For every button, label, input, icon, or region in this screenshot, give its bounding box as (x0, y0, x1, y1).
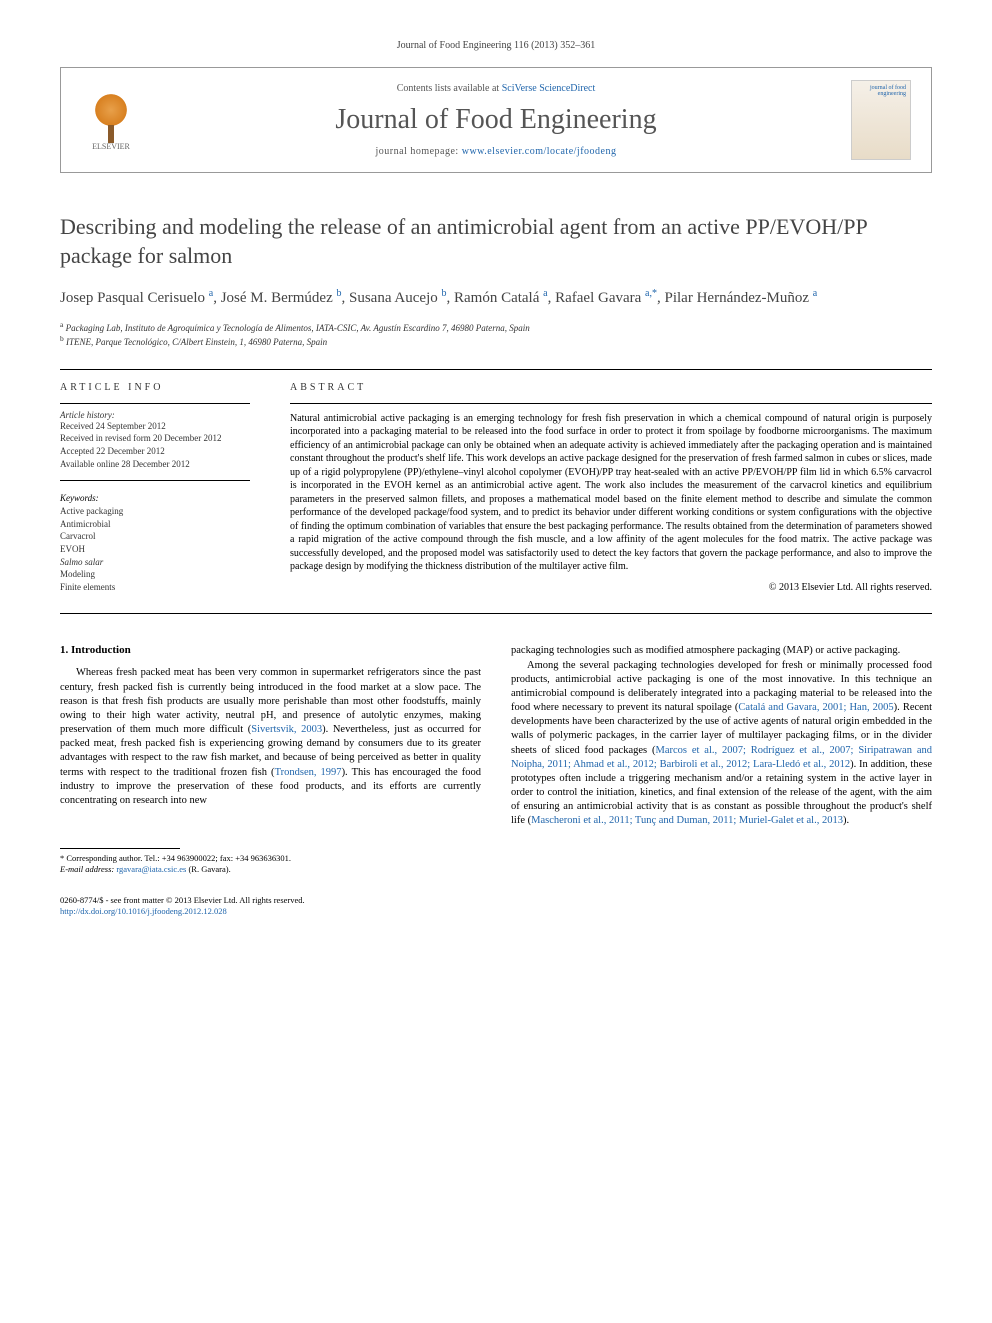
keyword: Modeling (60, 568, 260, 581)
divider-abstract (290, 403, 932, 404)
elsevier-logo: ELSEVIER (81, 85, 141, 155)
intro-para-1: Whereas fresh packed meat has been very … (60, 666, 481, 808)
masthead: ELSEVIER Contents lists available at Sci… (60, 67, 932, 173)
footnote-divider (60, 848, 180, 849)
journal-cover-thumbnail: journal of food engineering (851, 80, 911, 160)
email-suffix: (R. Gavara). (186, 864, 230, 874)
history-online: Available online 28 December 2012 (60, 458, 260, 471)
citation[interactable]: Marcos et al., 2007; Rodríguez et al., 2… (511, 745, 932, 770)
citation[interactable]: Mascheroni et al., 2011; Tunç and Duman,… (531, 815, 843, 826)
sciencedirect-link[interactable]: SciVerse ScienceDirect (502, 83, 596, 94)
article-title: Describing and modeling the release of a… (60, 213, 932, 270)
email-link[interactable]: rgavara@iata.csic.es (116, 864, 186, 874)
doi-prefix[interactable]: http://dx.doi.org/ (60, 906, 117, 916)
homepage-prefix: journal homepage: (376, 146, 462, 157)
keyword: Carvacrol (60, 530, 260, 543)
affiliation-a-text: Packaging Lab, Instituto de Agroquímica … (66, 323, 530, 333)
keyword: Salmo salar (60, 556, 260, 569)
abstract-text: Natural antimicrobial active packaging i… (290, 412, 932, 574)
intro-para-2: Among the several packaging technologies… (511, 659, 932, 829)
affiliation-b: b ITENE, Parque Tecnológico, C/Albert Ei… (60, 334, 932, 349)
body-columns: 1. Introduction Whereas fresh packed mea… (60, 644, 932, 917)
doi-line: http://dx.doi.org/10.1016/j.jfoodeng.201… (60, 906, 481, 917)
keyword: Antimicrobial (60, 518, 260, 531)
masthead-center: Contents lists available at SciVerse Sci… (141, 83, 851, 157)
divider-bottom (60, 613, 932, 614)
corresponding-author-footnote: * Corresponding author. Tel.: +34 963900… (60, 853, 481, 864)
contents-line: Contents lists available at SciVerse Sci… (141, 83, 851, 94)
homepage-link[interactable]: www.elsevier.com/locate/jfoodeng (462, 146, 617, 157)
abstract-label: ABSTRACT (290, 382, 932, 393)
authors-list: Josep Pasqual Cerisuelo a, José M. Bermú… (60, 286, 932, 310)
affiliations: a Packaging Lab, Instituto de Agroquímic… (60, 320, 932, 349)
article-info-label: ARTICLE INFO (60, 382, 260, 393)
keyword: Active packaging (60, 505, 260, 518)
footer-block: 0260-8774/$ - see front matter © 2013 El… (60, 895, 481, 917)
homepage-line: journal homepage: www.elsevier.com/locat… (141, 146, 851, 157)
history-label: Article history: (60, 410, 260, 420)
meta-row: ARTICLE INFO Article history: Received 2… (60, 382, 932, 594)
history-accepted: Accepted 22 December 2012 (60, 445, 260, 458)
divider-keywords (60, 480, 250, 481)
divider-info (60, 403, 250, 404)
history-received: Received 24 September 2012 (60, 420, 260, 433)
issn-line: 0260-8774/$ - see front matter © 2013 El… (60, 895, 481, 906)
abstract-block: ABSTRACT Natural antimicrobial active pa… (290, 382, 932, 594)
contents-prefix: Contents lists available at (397, 83, 502, 94)
elsevier-label: ELSEVIER (92, 142, 130, 151)
header-citation: Journal of Food Engineering 116 (2013) 3… (60, 40, 932, 51)
keywords-label: Keywords: (60, 493, 260, 503)
citation[interactable]: Catalá and Gavara, 2001; Han, 2005 (738, 702, 893, 713)
affiliation-a: a Packaging Lab, Instituto de Agroquímic… (60, 320, 932, 335)
citation[interactable]: Trondsen, 1997 (275, 767, 342, 778)
email-label: E-mail address: (60, 864, 116, 874)
citation[interactable]: Sivertsvik, 2003 (251, 724, 322, 735)
elsevier-tree-icon (86, 90, 136, 140)
history-revised: Received in revised form 20 December 201… (60, 432, 260, 445)
section-heading-intro: 1. Introduction (60, 644, 481, 656)
keyword: EVOH (60, 543, 260, 556)
article-info-block: ARTICLE INFO Article history: Received 2… (60, 382, 260, 594)
keyword: Finite elements (60, 581, 260, 594)
doi-link[interactable]: 10.1016/j.jfoodeng.2012.12.028 (117, 906, 226, 916)
intro-para-1-cont: packaging technologies such as modified … (511, 644, 932, 658)
journal-name: Journal of Food Engineering (141, 104, 851, 136)
affiliation-b-text: ITENE, Parque Tecnológico, C/Albert Eins… (66, 337, 327, 347)
body-col-right: packaging technologies such as modified … (511, 644, 932, 917)
copyright-line: © 2013 Elsevier Ltd. All rights reserved… (290, 582, 932, 593)
email-footnote: E-mail address: rgavara@iata.csic.es (R.… (60, 864, 481, 875)
body-col-left: 1. Introduction Whereas fresh packed mea… (60, 644, 481, 917)
divider-top (60, 369, 932, 370)
